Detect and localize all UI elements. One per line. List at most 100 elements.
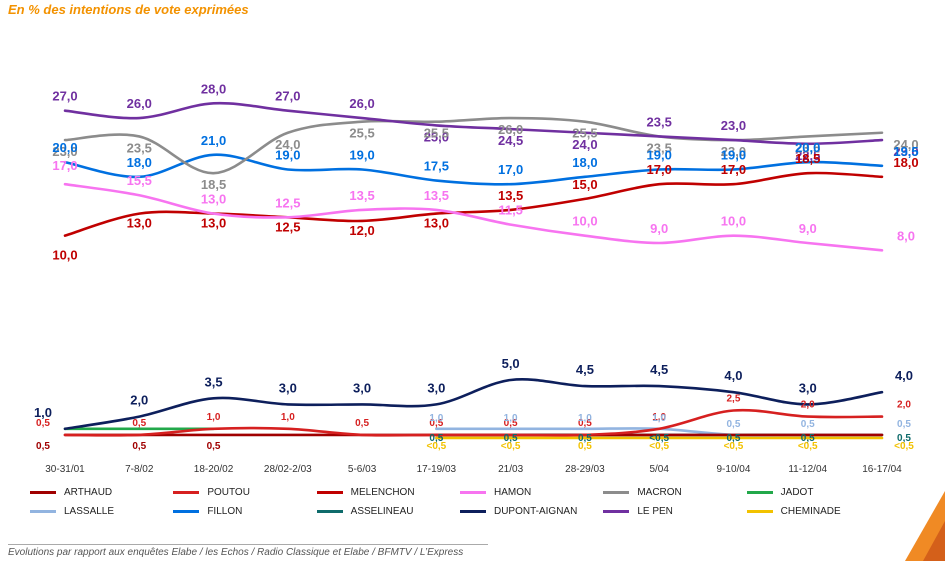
series-line-hamon [63,182,884,252]
data-label-melenchon: 12,5 [275,219,300,234]
data-label-fillon: 18,0 [572,155,597,170]
data-label-cheminade: <0,5 [724,441,744,452]
data-label-lassalle: 1,0 [652,413,666,424]
data-label-melenchon: 13,0 [201,216,226,231]
legend-swatch [603,510,630,513]
legend-item-arthaud: ARTHAUD [30,487,173,498]
legend-swatch [459,491,486,494]
data-label-macron: 23,5 [795,140,820,155]
data-label-lassalle: 0,5 [801,419,815,430]
data-label-melenchon: 17,0 [647,162,672,177]
data-label-melenchon: 18,0 [893,155,918,170]
data-label-lassalle: 1,0 [578,413,592,424]
data-label-dupont-aignan: 1,0 [34,405,52,420]
x-tick-label: 5/04 [649,464,669,475]
legend-item-fillon: FILLON [173,506,316,517]
data-label-le pen: 24,0 [572,137,597,152]
data-label-macron: 23,0 [721,144,746,159]
legend-item-hamon: HAMON [459,487,603,498]
data-label-macron: 25,5 [424,126,449,141]
x-tick-label: 18-20/02 [194,464,234,475]
legend-item-poutou: POUTOU [173,487,316,498]
legend-item-le pen: LE PEN [603,506,746,517]
data-label-hamon: 13,0 [201,192,226,207]
data-label-melenchon: 13,0 [127,216,152,231]
x-tick-label: 11-12/04 [788,464,827,475]
data-label-fillon: 20,0 [52,140,77,155]
data-label-dupont-aignan: 4,0 [895,368,913,383]
x-tick-label: 16-17/04 [862,464,902,475]
data-label-dupont-aignan: 4,0 [724,368,742,383]
data-label-hamon: 9,0 [650,221,668,236]
x-tick-label: 17-19/03 [417,464,457,475]
data-label-asselineau: 0,5 [897,433,911,444]
data-label-fillon: 19,0 [647,148,672,163]
data-label-fillon: 19,0 [349,148,374,163]
data-label-melenchon: 13,5 [498,188,523,203]
data-label-fillon: 17,5 [424,159,449,174]
data-label-poutou: 2,0 [897,400,911,411]
source-note: Evolutions par rapport aux enquêtes Elab… [8,544,488,558]
data-label-asselineau: <0,5 [649,433,669,444]
data-label-le pen: 28,0 [201,81,226,96]
series-line-le pen [63,101,884,146]
data-label-fillon: 19,0 [721,148,746,163]
legend-swatch [316,491,343,494]
data-label-dupont-aignan: 2,0 [130,393,148,408]
legend-item-melenchon: MELENCHON [316,487,460,498]
data-label-poutou: 2,0 [801,400,815,411]
legend-label: ASSELINEAU [350,506,414,517]
legend-label: ARTHAUD [64,487,113,498]
data-label-fillon: 20,0 [795,140,820,155]
data-label-poutou: 2,5 [727,394,741,405]
series-line-fillon [63,153,884,186]
legend-item-lassalle: LASSALLE [30,506,173,517]
data-label-melenchon: 12,0 [349,223,374,238]
legend-item-dupont-aignan: DUPONT-AIGNAN [459,506,603,517]
data-label-arthaud: 0,5 [36,441,50,452]
legend-label: LE PEN [637,506,673,517]
data-label-cheminade: <0,5 [894,441,914,452]
data-label-macron: 23,5 [647,140,672,155]
legend-swatch [30,491,56,494]
legend-swatch [746,510,773,513]
data-label-le pen: 26,0 [349,96,374,111]
legend-label: CHEMINADE [780,506,841,517]
data-label-asselineau: 0,5 [801,433,815,444]
data-label-dupont-aignan: 4,5 [650,362,668,377]
data-label-dupont-aignan: 3,0 [427,380,445,395]
data-label-le pen: 27,0 [52,89,77,104]
legend-swatch [603,491,630,494]
data-label-lassalle: 1,0 [429,413,443,424]
data-label-hamon: 11,5 [498,203,523,218]
data-label-melenchon: 17,0 [721,162,746,177]
data-label-melenchon: 15,0 [572,177,597,192]
data-label-le pen: 23,0 [721,118,746,133]
data-label-poutou: 0,5 [36,418,50,429]
x-tick-label: 5-6/03 [348,464,377,475]
x-tick-label: 21/03 [498,464,523,475]
data-label-le pen: 22,5 [795,148,820,163]
legend-label: MELENCHON [350,487,415,498]
data-label-le pen: 26,0 [127,96,152,111]
data-label-le pen: 24,5 [498,133,523,148]
series-line-poutou [63,408,884,437]
chart-legend: ARTHAUD POUTOU MELENCHON HAMON MACRON JADOT LA… [30,487,890,517]
data-label-fillon: 19,5 [893,144,918,159]
legend-item-macron: MACRON [603,487,746,498]
legend-item-jadot: JADOT [746,487,890,498]
data-label-le pen: 27,0 [275,89,300,104]
data-label-hamon: 15,5 [127,173,152,188]
corner-decoration-dark [923,521,945,561]
data-label-poutou: 1,0 [207,412,221,423]
data-label-macron: 23,0 [52,144,77,159]
data-label-macron: 18,5 [201,177,226,192]
data-label-hamon: 10,0 [572,214,597,229]
data-label-poutou: 0,5 [355,418,369,429]
data-label-hamon: 13,5 [424,188,449,203]
data-label-poutou: 0,5 [578,418,592,429]
legend-label: JADOT [780,487,814,498]
data-label-macron: 24,0 [275,137,300,152]
data-label-poutou: 0,5 [132,418,146,429]
data-label-arthaud: 0,5 [207,441,221,452]
